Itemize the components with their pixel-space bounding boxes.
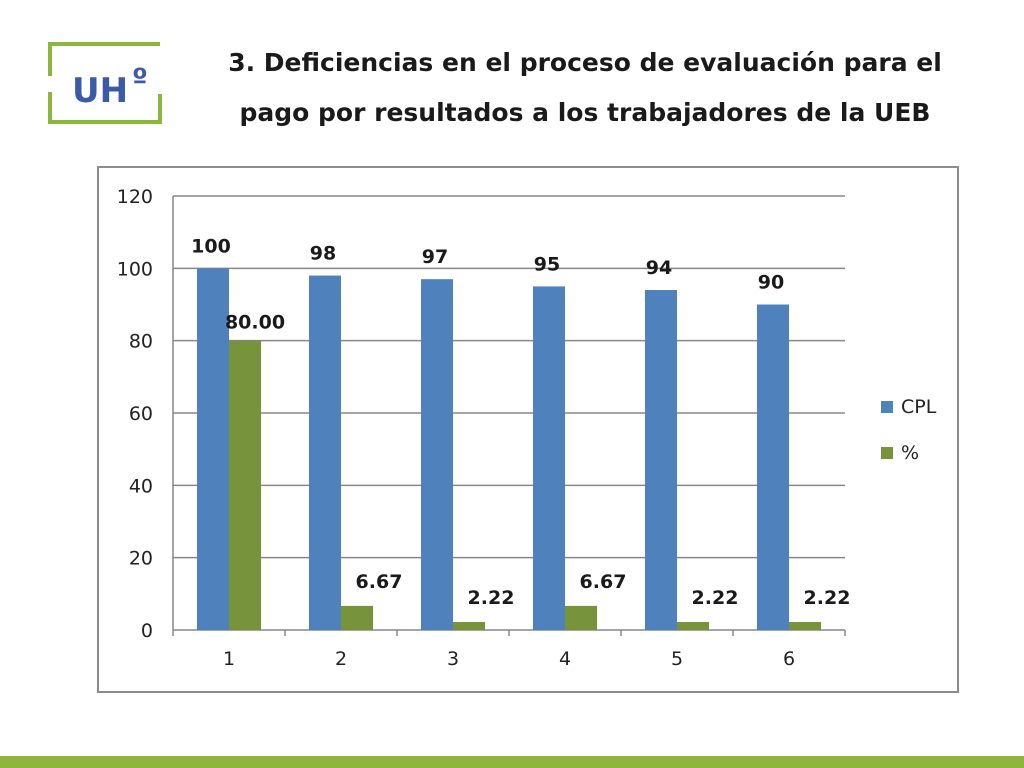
y-tick-label: 80 <box>129 331 153 353</box>
data-label-cpl: 90 <box>758 272 784 294</box>
data-label-percent: 80.00 <box>225 312 285 334</box>
data-label-percent: 2.22 <box>804 587 851 609</box>
y-tick-label: 100 <box>117 258 153 280</box>
data-label-cpl: 97 <box>422 246 448 268</box>
page-title-line2: pago por resultados a los trabajadores d… <box>239 98 931 127</box>
y-tick-label: 120 <box>117 186 153 208</box>
data-label-percent: 2.22 <box>692 587 739 609</box>
data-label-percent: 6.67 <box>356 571 403 593</box>
bottom-accent-bar <box>0 756 1024 768</box>
data-label-cpl: 100 <box>191 235 231 257</box>
bar-cpl <box>533 286 565 630</box>
bar-chart: 0 20 40 60 80 100 120 1 2 3 4 5 6 100 98 97 95 94 90 80.00 6… <box>117 186 937 670</box>
legend-swatch-cpl <box>881 401 893 413</box>
x-tick-label: 3 <box>447 648 459 670</box>
bar-percent <box>677 621 709 630</box>
data-label-percent: 2.22 <box>468 587 515 609</box>
x-tick-label: 5 <box>671 648 683 670</box>
logo-frame-top <box>48 42 160 76</box>
data-label-cpl: 95 <box>534 253 560 275</box>
x-tick-label: 4 <box>559 648 571 670</box>
data-label-percent: 6.67 <box>580 571 627 593</box>
chart-frame: 0 20 40 60 80 100 120 1 2 3 4 5 6 100 98 97 95 94 90 80.00 6… <box>97 166 959 693</box>
y-tick-label: 40 <box>129 475 153 497</box>
bar-percent <box>453 621 485 630</box>
logo-text: UH <box>72 71 128 111</box>
bar-cpl <box>645 290 677 630</box>
logo-mark: º <box>132 62 148 95</box>
bar-cpl <box>197 268 229 630</box>
bar-cpl <box>309 275 341 630</box>
bar-cpl <box>757 304 789 630</box>
bar-percent <box>229 340 261 630</box>
x-tick-label: 2 <box>335 648 347 670</box>
data-label-cpl: 98 <box>310 243 336 265</box>
bar-percent <box>341 605 373 630</box>
logo-frame-bottom <box>48 92 162 124</box>
page-title: 3. Deficiencias en el proceso de evaluac… <box>190 38 980 138</box>
bar-cpl <box>421 279 453 630</box>
uh-logo: UH º <box>48 42 162 124</box>
x-tick-label: 6 <box>783 648 795 670</box>
legend-label-cpl: CPL <box>901 396 937 418</box>
y-tick-label: 0 <box>141 620 153 642</box>
y-tick-label: 20 <box>129 548 153 570</box>
x-tick-label: 1 <box>223 648 235 670</box>
legend-swatch-percent <box>881 447 893 459</box>
legend-label-percent: % <box>901 442 919 464</box>
y-tick-label: 60 <box>129 403 153 425</box>
data-label-cpl: 94 <box>646 257 672 279</box>
page-title-line1: 3. Deficiencias en el proceso de evaluac… <box>228 48 942 77</box>
bar-percent <box>565 605 597 630</box>
bar-percent <box>789 621 821 630</box>
